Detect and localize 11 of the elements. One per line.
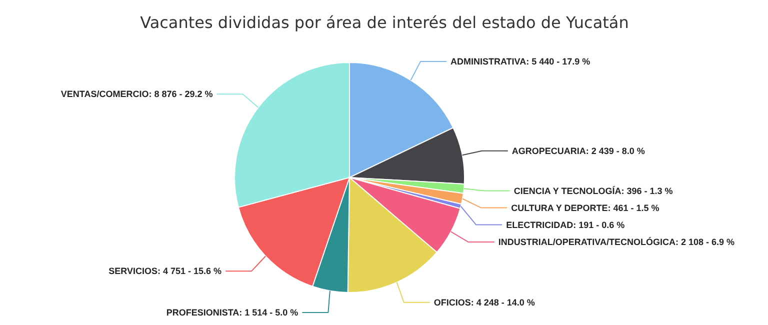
slice-label: AGROPECUARIA: 2 439 - 8.0 % — [512, 146, 645, 156]
slice-label: OFICIOS: 4 248 - 14.0 % — [434, 297, 535, 308]
slice-label: VENTAS/COMERCIO: 8 876 - 29.2 % — [60, 89, 213, 100]
slice-label: INDUSTRIAL/OPERATIVA/TECNOLÓGICA: 2 108 - 6.9 % — [498, 237, 735, 248]
slice-label: ADMINISTRATIVA: 5 440 - 17.9 % — [450, 56, 590, 67]
chart-title: Vacantes divididas por área de interés del estado de Yucatán — [140, 13, 629, 32]
slice-label: PROFESIONISTA: 1 514 - 5.0 % — [166, 308, 298, 318]
slice-label: ELECTRICIDAD: 191 - 0.6 % — [506, 220, 625, 230]
slice-label: CIENCIA Y TECNOLOGÍA: 396 - 1.3 % — [514, 186, 673, 196]
slice-label: CULTURA Y DEPORTE: 461 - 1.5 % — [511, 202, 660, 213]
slice-label: SERVICIOS: 4 751 - 15.6 % — [108, 266, 222, 276]
